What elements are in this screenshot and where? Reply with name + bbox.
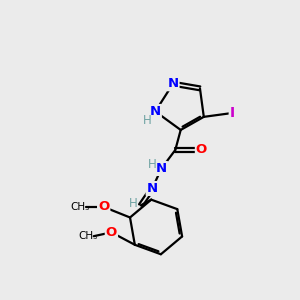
Text: O: O <box>106 226 117 239</box>
Text: H: H <box>129 197 137 210</box>
Text: CH₃: CH₃ <box>70 202 89 212</box>
Text: O: O <box>196 143 207 157</box>
Text: N: N <box>167 77 178 90</box>
Text: CH₃: CH₃ <box>78 231 97 241</box>
Text: I: I <box>230 106 235 120</box>
Text: H: H <box>143 114 152 127</box>
Text: N: N <box>147 182 158 195</box>
Text: H: H <box>148 158 157 171</box>
Text: N: N <box>156 162 167 175</box>
Text: O: O <box>98 200 109 213</box>
Text: N: N <box>150 105 161 118</box>
